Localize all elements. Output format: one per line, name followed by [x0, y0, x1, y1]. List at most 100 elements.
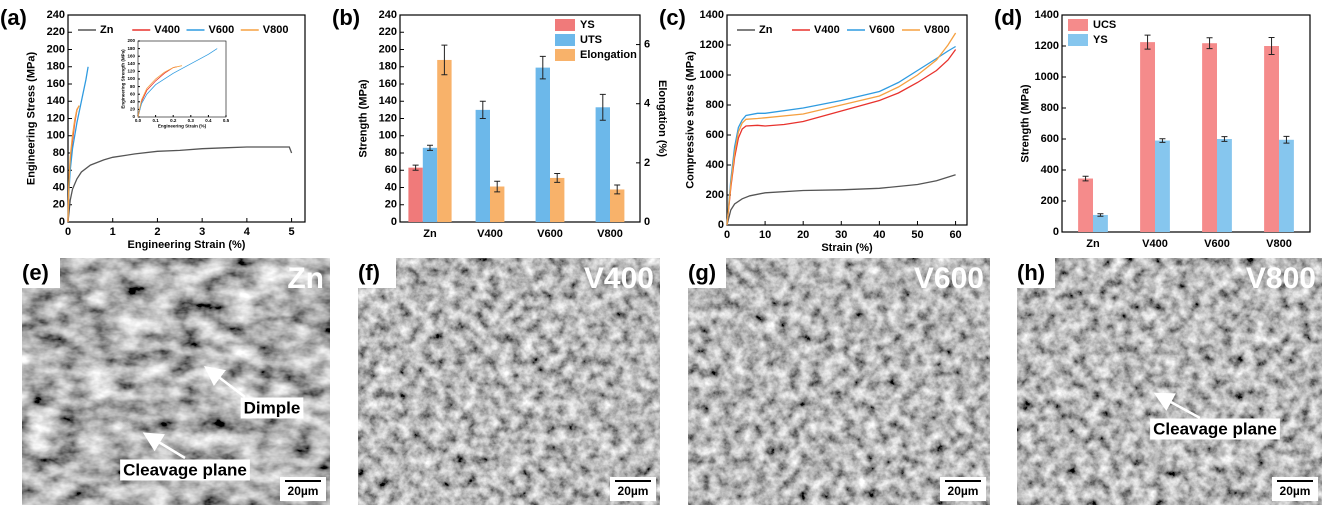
y-tick-label: 0	[1053, 226, 1059, 238]
y-tick-label: 40	[53, 181, 65, 193]
x-tick-label: V800	[1266, 238, 1292, 250]
legend-label: V600	[869, 24, 895, 36]
legend-label: Elongation	[580, 49, 637, 61]
x-tick-label: V800	[597, 228, 623, 240]
x-tick-label: 40	[873, 229, 885, 241]
bar	[1264, 46, 1279, 232]
x-tick-label: 20	[797, 229, 809, 241]
x-tick-label: 3	[199, 226, 205, 238]
bar	[1155, 141, 1170, 232]
y-tick-label: 1000	[1035, 71, 1059, 83]
y-tick-label: 60	[130, 91, 136, 96]
x-tick-label: 0	[65, 226, 71, 238]
y-tick-label: 160	[127, 53, 135, 58]
bar	[596, 107, 610, 222]
x-axis-label: Strain (%)	[821, 242, 873, 254]
legend-label: Zn	[759, 24, 773, 36]
x-tick-label: V600	[1204, 238, 1230, 250]
x-axis-label: Engineering Strain (%)	[128, 239, 246, 251]
x-tick-label: Zn	[423, 228, 437, 240]
legend-swatch	[1068, 34, 1088, 46]
sem-image	[358, 258, 660, 505]
x-tick-label: 50	[911, 229, 923, 241]
y-tick-label: 20	[130, 107, 136, 112]
panel-label: (d)	[994, 5, 1022, 30]
y-tick-label: 800	[1041, 102, 1059, 114]
line-series	[727, 50, 956, 226]
y-tick-label: 1400	[1035, 9, 1059, 21]
y-tick-label: 200	[706, 189, 724, 201]
x-tick-label: 0.4	[205, 118, 212, 123]
bar	[1217, 139, 1232, 232]
annotation: Dimple	[244, 398, 301, 417]
bar	[408, 168, 422, 222]
line-series	[727, 33, 956, 225]
panel-label: (b)	[332, 5, 360, 30]
y2-tick-label: 4	[644, 98, 651, 110]
legend-label: V800	[263, 24, 289, 36]
legend-swatch	[555, 34, 575, 46]
sample-tag: Zn	[287, 262, 324, 295]
sem-image	[1017, 258, 1322, 505]
y-tick-label: 240	[379, 9, 397, 21]
y-tick-label: 180	[127, 46, 135, 51]
legend-label: UCS	[1093, 19, 1116, 31]
bar	[536, 68, 550, 222]
y2-tick-label: 2	[644, 157, 650, 169]
y-tick-label: 240	[47, 9, 65, 21]
y-tick-label: 400	[706, 159, 724, 171]
y-tick-label: 40	[385, 181, 397, 193]
x-tick-label: V600	[537, 228, 563, 240]
y-tick-label: 220	[47, 26, 65, 38]
y-tick-label: 20	[53, 199, 65, 211]
y-tick-label: 60	[53, 164, 65, 176]
x-tick-label: 0.0	[135, 118, 142, 123]
panel-label: (h)	[1017, 260, 1045, 285]
line-series	[727, 175, 956, 225]
bar	[1140, 42, 1155, 232]
y-tick-label: 140	[379, 95, 397, 107]
y-tick-label: 20	[385, 199, 397, 211]
panel-label: (a)	[0, 5, 27, 30]
y-axis-label: Engineering Strength (MPa)	[120, 49, 125, 109]
y-tick-label: 1400	[700, 9, 724, 21]
sample-tag: V600	[914, 262, 984, 295]
y-tick-label: 800	[706, 99, 724, 111]
y-tick-label: 140	[47, 95, 65, 107]
annotation: Cleavage plane	[1153, 419, 1277, 438]
legend-label: V600	[209, 24, 235, 36]
y-tick-label: 220	[379, 26, 397, 38]
y-tick-label: 100	[379, 130, 397, 142]
scale-bar-label: 20µm	[288, 484, 319, 498]
y-tick-label: 600	[1041, 133, 1059, 145]
y-tick-label: 140	[127, 61, 135, 66]
bar	[1093, 215, 1108, 232]
y-tick-label: 100	[47, 130, 65, 142]
x-tick-label: V400	[1142, 238, 1168, 250]
y-axis-label: Engineering Stress (MPa)	[26, 52, 38, 186]
y-tick-label: 120	[127, 69, 135, 74]
bar	[550, 178, 564, 222]
legend-label: YS	[580, 19, 595, 31]
bar	[423, 148, 437, 222]
y-tick-label: 40	[130, 99, 136, 104]
y-tick-label: 120	[47, 112, 65, 124]
y-tick-label: 80	[130, 84, 136, 89]
y-tick-label: 180	[379, 61, 397, 73]
y-tick-label: 160	[379, 78, 397, 90]
y-tick-label: 1000	[700, 69, 724, 81]
scale-bar-label: 20µm	[948, 484, 979, 498]
x-tick-label: 0.1	[152, 118, 159, 123]
panel-label: (g)	[688, 260, 716, 285]
x-tick-label: 0	[724, 229, 730, 241]
y-tick-label: 1200	[1035, 40, 1059, 52]
x-tick-label: 0.2	[170, 118, 177, 123]
x-tick-label: V400	[477, 228, 503, 240]
y-tick-label: 80	[53, 147, 65, 159]
y-axis-label: Strength (MPa)	[358, 79, 370, 158]
x-tick-label: 4	[244, 226, 251, 238]
legend-label: Zn	[100, 24, 114, 36]
legend-swatch	[1068, 19, 1088, 31]
x-tick-label: 0.3	[188, 118, 195, 123]
x-tick-label: 60	[949, 229, 961, 241]
